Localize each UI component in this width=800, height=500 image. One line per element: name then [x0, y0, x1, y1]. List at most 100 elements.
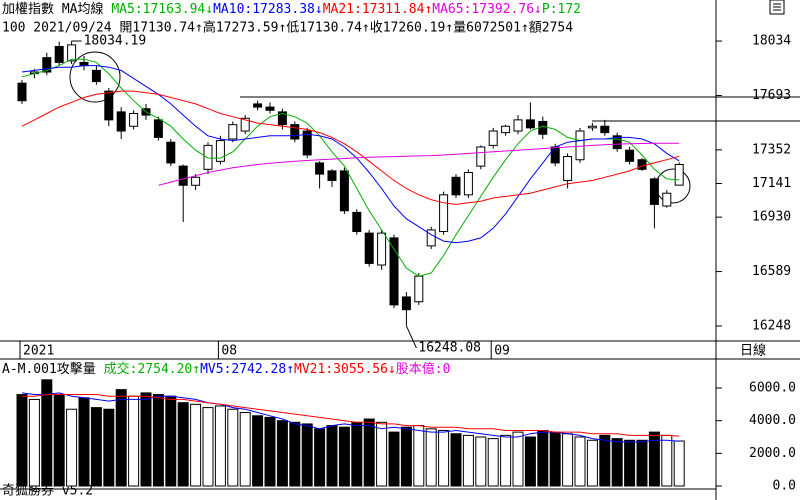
y-tick-label: 16589 — [752, 264, 791, 279]
legend: 加權指數 MA均線 MA5:17163.94↓MA10:17283.38↓MA2… — [2, 1, 581, 17]
volume-bar — [252, 415, 264, 487]
candle-body — [166, 141, 176, 164]
volume-bar — [537, 429, 549, 487]
legend-name: MA21 — [323, 2, 354, 17]
y-tick-label: 4000.0 — [749, 413, 796, 428]
candle-body — [265, 106, 275, 111]
volume-bar — [549, 431, 561, 487]
legend-name: MA5 — [111, 2, 134, 17]
y-tick-label: 2000.0 — [749, 446, 796, 461]
candle-body — [414, 275, 424, 303]
volume-bar — [338, 426, 350, 487]
candle-body — [488, 130, 498, 146]
candle-body — [191, 176, 201, 186]
volume-bar — [177, 402, 189, 487]
volume-bar — [673, 440, 685, 487]
chart-subtitle: MA均線 — [62, 1, 104, 17]
ma-line — [21, 58, 680, 277]
legend: A-M.001攻擊量 成交:2754.20↑MV5:2742.28↑MV21:3… — [2, 361, 450, 377]
candle-body — [575, 130, 585, 161]
volume-bar — [388, 431, 400, 487]
header: 加權指數 MA均線 MA5:17163.94↓MA10:17283.38↓MA2… — [2, 1, 581, 36]
candle-body — [290, 124, 300, 140]
candle-body — [426, 229, 436, 247]
y-tick-label: 18034 — [752, 34, 791, 49]
candle-body — [315, 162, 325, 175]
volume-bar — [140, 392, 152, 487]
volume-bar — [53, 394, 65, 487]
volume-bar — [524, 436, 536, 487]
volume-bar — [90, 407, 102, 487]
volume-bar — [227, 408, 239, 487]
candle-body — [439, 194, 449, 233]
period-label: 日線 — [740, 343, 766, 359]
legend-value: :17311.84↑ — [354, 2, 432, 17]
volume-bar — [128, 395, 140, 487]
x-tick-label: 2021 — [23, 344, 54, 359]
candle-body — [364, 232, 374, 264]
volume-bar — [28, 398, 40, 487]
candle-body — [662, 192, 672, 207]
candle-body — [389, 237, 399, 306]
y-tick-label: 17693 — [752, 88, 791, 103]
legend-name: MA10 — [213, 2, 244, 17]
volume-bar — [202, 407, 214, 487]
volume-bar — [16, 394, 28, 487]
volume-bar — [450, 433, 462, 487]
volume-bar — [661, 434, 673, 487]
candle-body — [178, 165, 188, 186]
volume-bar — [500, 434, 512, 487]
ma-line — [22, 394, 680, 437]
candle-body — [637, 159, 647, 170]
volume-bar — [425, 428, 437, 487]
candle-body — [129, 112, 139, 127]
volume-bar — [264, 416, 276, 487]
candle-body — [649, 178, 659, 205]
volume-bar — [314, 428, 326, 487]
volume-bar — [574, 436, 586, 487]
volume-bar — [624, 439, 636, 487]
y-tick-label: 16930 — [752, 210, 791, 225]
volume-bar — [487, 438, 499, 487]
candle-body — [91, 69, 101, 83]
candle-body — [253, 103, 263, 108]
y-tick-label: 0.0 — [773, 479, 796, 494]
volume-bar — [289, 421, 301, 487]
volume-bar — [41, 379, 53, 487]
volume-bar — [648, 431, 660, 487]
volume-bar — [438, 429, 450, 487]
x-tick-label: 08 — [221, 344, 237, 359]
volume-bar — [636, 439, 648, 487]
volume-bar — [326, 425, 338, 487]
volume-bar — [78, 397, 90, 487]
candle-body — [67, 44, 77, 62]
candle-body — [600, 125, 610, 134]
candle-body — [339, 170, 349, 212]
info-line: 100 2021/09/24 開17130.74↑高17273.59↑低1713… — [2, 20, 573, 36]
volume-bar — [475, 436, 487, 487]
volume-bar — [103, 408, 115, 487]
volume-bar — [611, 438, 623, 487]
legend-value: :17163.94↓ — [135, 2, 213, 17]
y-tick-label: 17141 — [752, 176, 791, 191]
candle-body — [625, 149, 635, 162]
y-tick-label: 16248 — [752, 318, 791, 333]
y-tick-label: 17352 — [752, 142, 791, 157]
highlight-circle — [69, 51, 121, 103]
candle-body — [42, 57, 52, 73]
legend-name: MV21 — [294, 362, 325, 377]
volume-bar — [239, 412, 251, 487]
volume-bar — [512, 431, 524, 487]
candle-body — [563, 156, 573, 181]
candle-body — [513, 119, 523, 132]
candle-body — [240, 117, 250, 132]
candle-body — [302, 130, 312, 156]
volume-bar — [214, 405, 226, 487]
legend-value: :17283.38↓ — [244, 2, 322, 17]
ma-line — [21, 90, 680, 205]
volume-bar — [351, 421, 363, 487]
candle-body — [538, 120, 548, 135]
volume-bar — [462, 434, 474, 487]
ma-line — [158, 142, 680, 186]
